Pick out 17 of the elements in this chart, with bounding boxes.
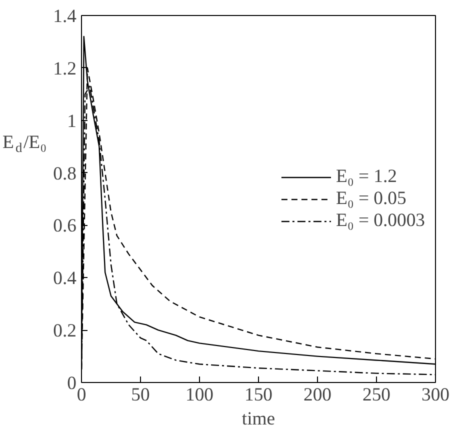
- x-axis-title: time: [242, 408, 276, 430]
- y-tick-label: 0.8: [53, 163, 77, 184]
- y-tick-label: 1: [67, 110, 76, 132]
- legend-label: E₀ = 0.0003: [336, 210, 425, 232]
- x-tick-label: 150: [244, 384, 272, 406]
- y-tick-label: 0.2: [53, 320, 77, 342]
- x-tick-label: 200: [304, 384, 332, 406]
- legend-label: E₀ = 0.05: [336, 188, 406, 210]
- x-tick-label: 50: [131, 384, 150, 406]
- x-tick-label: 100: [186, 384, 214, 406]
- y-tick-label: 0.6: [53, 216, 77, 237]
- y-tick-label: 0.4: [53, 268, 78, 290]
- legend-label: E₀ = 1.2: [336, 166, 398, 188]
- x-tick-label: 300: [422, 384, 450, 406]
- y-tick-label: 1.4: [53, 6, 78, 27]
- x-tick-label: 250: [362, 384, 390, 406]
- y-tick-label: 1.2: [53, 58, 77, 80]
